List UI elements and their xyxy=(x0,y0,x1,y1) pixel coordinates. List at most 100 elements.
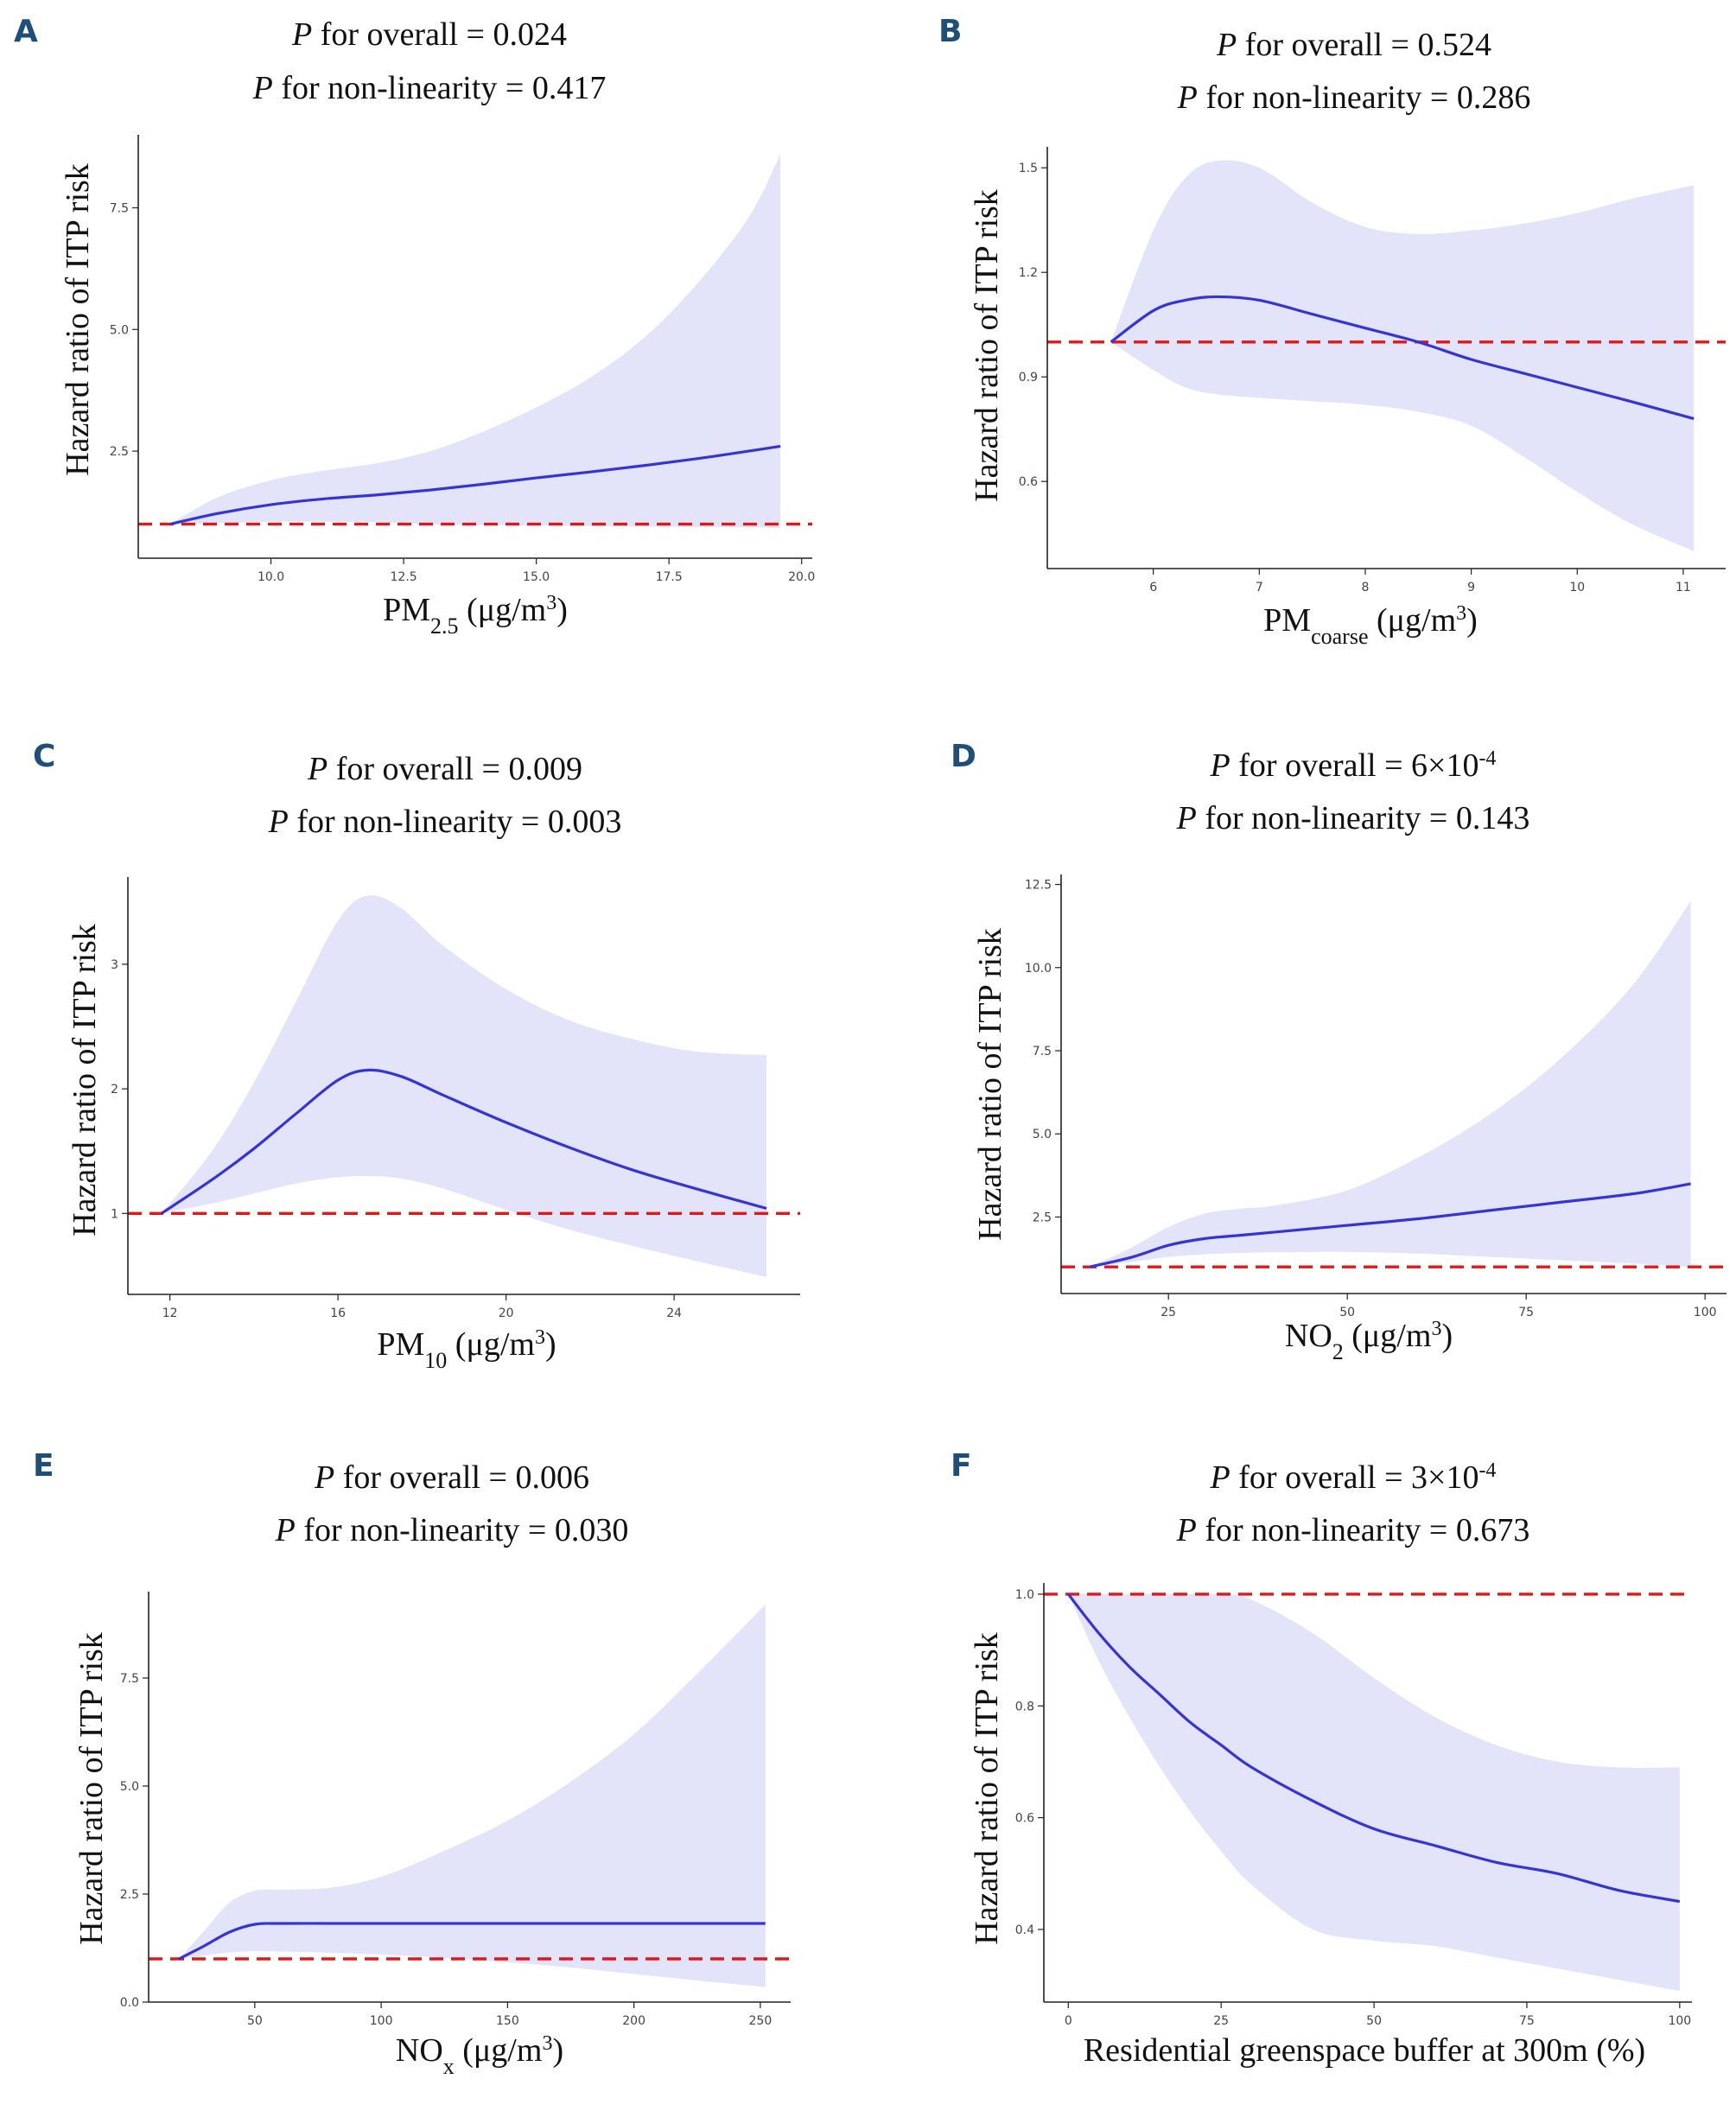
confidence-band xyxy=(179,1605,766,1987)
confidence-band xyxy=(169,154,781,529)
y-tick-label: 1 xyxy=(111,1207,118,1221)
x-tick-label: 20 xyxy=(499,1306,514,1320)
x-axis-label: NOx (μg/m3) xyxy=(396,2032,563,2079)
panel-a: A P for overall = 0.024 P for non-linear… xyxy=(0,0,864,691)
x-tick-label: 200 xyxy=(622,2014,645,2028)
panel-letter: A xyxy=(14,14,38,49)
y-tick-label: 2.5 xyxy=(110,445,129,459)
y-tick-label: 0.6 xyxy=(1019,475,1038,489)
x-tick-label: 50 xyxy=(247,2014,263,2028)
chart-d: D P for overall = 6×10-4 P for non-linea… xyxy=(951,739,1726,1364)
panel-letter: E xyxy=(33,1448,54,1484)
chart-e: E P for overall = 0.006 P for non-linear… xyxy=(33,1448,791,2079)
title-overall: P for overall = 0.006 xyxy=(314,1459,589,1496)
panel-letter: C xyxy=(33,739,55,774)
x-tick-label: 75 xyxy=(1519,2014,1535,2028)
y-axis-label: Hazard ratio of ITP risk xyxy=(73,1632,110,1945)
y-tick-label: 0.0 xyxy=(120,1996,139,2010)
x-tick-label: 250 xyxy=(749,2014,773,2028)
x-tick-label: 11 xyxy=(1676,581,1691,594)
y-tick-label: 1.2 xyxy=(1019,266,1038,280)
x-tick-label: 12.5 xyxy=(391,570,417,584)
title-nonlinearity: P for non-linearity = 0.143 xyxy=(1176,800,1530,836)
y-tick-label: 7.5 xyxy=(1033,1045,1052,1058)
y-tick-label: 0.9 xyxy=(1019,371,1038,385)
x-tick-label: 9 xyxy=(1467,581,1475,594)
x-axis-label: Residential greenspace buffer at 300m (%… xyxy=(1084,2032,1645,2069)
x-axis-label: PM2.5 (μg/m3) xyxy=(383,592,568,639)
hazard-ratio-curve xyxy=(1067,1593,1681,1904)
y-tick-label: 1.5 xyxy=(1019,162,1038,175)
x-tick-label: 75 xyxy=(1518,1306,1534,1319)
y-tick-label: 10.0 xyxy=(1025,962,1052,976)
y-tick-label: 3 xyxy=(111,958,118,972)
title-nonlinearity: P for non-linearity = 0.030 xyxy=(275,1512,629,1548)
y-tick-label: 7.5 xyxy=(120,1672,139,1686)
y-tick-label: 0.6 xyxy=(1015,1812,1034,1826)
title-nonlinearity: P for non-linearity = 0.673 xyxy=(1176,1512,1530,1548)
panel-letter: B xyxy=(938,14,962,49)
y-tick-label: 1.0 xyxy=(1015,1588,1034,1602)
x-axis-label: PMcoarse (μg/m3) xyxy=(1263,602,1478,649)
y-axis-label: Hazard ratio of ITP risk xyxy=(969,1632,1005,1945)
y-tick-label: 2 xyxy=(111,1083,118,1097)
x-tick-label: 17.5 xyxy=(656,570,683,584)
x-tick-label: 10 xyxy=(1569,581,1585,594)
panel-e: E P for overall = 0.006 P for non-linear… xyxy=(0,1426,864,2117)
confidence-band xyxy=(1090,900,1691,1268)
x-tick-label: 24 xyxy=(666,1306,682,1320)
x-tick-label: 8 xyxy=(1362,581,1370,594)
x-tick-label: 7 xyxy=(1256,581,1263,594)
title-overall: P for overall = 0.009 xyxy=(307,751,582,787)
y-tick-label: 0.8 xyxy=(1015,1700,1034,1713)
title-overall: P for overall = 3×10-4 xyxy=(1210,1459,1497,1496)
chart-a: A P for overall = 0.024 P for non-linear… xyxy=(14,14,815,639)
y-tick-label: 2.5 xyxy=(1033,1211,1052,1224)
title-overall: P for overall = 6×10-4 xyxy=(1210,747,1497,784)
panel-c: C P for overall = 0.009 P for non-linear… xyxy=(0,717,864,1408)
x-tick-label: 16 xyxy=(330,1306,346,1320)
title-nonlinearity: P for non-linearity = 0.417 xyxy=(252,70,607,106)
panel-letter: D xyxy=(951,739,976,774)
hazard-ratio-curve xyxy=(1089,1182,1691,1268)
y-tick-label: 5.0 xyxy=(1033,1128,1052,1141)
panel-d: D P for overall = 6×10-4 P for non-linea… xyxy=(868,717,1732,1408)
y-tick-label: 12.5 xyxy=(1025,879,1052,893)
x-tick-label: 100 xyxy=(370,2014,393,2028)
chart-b: B P for overall = 0.524 P for non-linear… xyxy=(938,14,1726,649)
y-axis-label: Hazard ratio of ITP risk xyxy=(67,924,103,1237)
x-tick-label: 25 xyxy=(1213,2014,1229,2028)
y-tick-label: 5.0 xyxy=(120,1780,139,1794)
confidence-band xyxy=(1110,160,1695,551)
x-tick-label: 15.0 xyxy=(523,570,550,584)
title-overall: P for overall = 0.024 xyxy=(291,16,567,53)
x-tick-label: 50 xyxy=(1339,1306,1355,1319)
title-nonlinearity: P for non-linearity = 0.003 xyxy=(268,804,622,840)
y-tick-label: 2.5 xyxy=(120,1888,139,1902)
y-axis-label: Hazard ratio of ITP risk xyxy=(60,163,96,476)
x-tick-label: 10.0 xyxy=(258,570,284,584)
x-tick-label: 150 xyxy=(496,2014,519,2028)
panel-letter: F xyxy=(951,1448,972,1484)
hazard-ratio-curve xyxy=(178,1922,766,1961)
x-tick-label: 12 xyxy=(162,1306,178,1320)
x-axis-label: NO2 (μg/m3) xyxy=(1285,1318,1453,1364)
chart-c: C P for overall = 0.009 P for non-linear… xyxy=(33,739,800,1373)
confidence-band xyxy=(161,895,767,1277)
x-tick-label: 25 xyxy=(1161,1306,1176,1319)
title-overall: P for overall = 0.524 xyxy=(1216,27,1491,63)
y-tick-label: 0.4 xyxy=(1015,1923,1034,1937)
panel-f: F P for overall = 3×10-4 P for non-linea… xyxy=(868,1426,1732,2117)
x-axis-label: PM10 (μg/m3) xyxy=(377,1326,556,1373)
hazard-ratio-curve xyxy=(169,444,781,526)
x-tick-label: 0 xyxy=(1065,2014,1072,2028)
y-axis-label: Hazard ratio of ITP risk xyxy=(969,189,1005,502)
title-nonlinearity: P for non-linearity = 0.286 xyxy=(1177,79,1531,116)
confidence-band xyxy=(1068,1593,1680,1992)
hazard-ratio-curve xyxy=(161,1068,767,1215)
x-tick-label: 50 xyxy=(1366,2014,1382,2028)
x-tick-label: 20.0 xyxy=(788,570,815,584)
panel-b: B P for overall = 0.524 P for non-linear… xyxy=(868,0,1732,691)
hazard-ratio-curve xyxy=(1110,295,1695,421)
chart-f: F P for overall = 3×10-4 P for non-linea… xyxy=(951,1448,1692,2069)
